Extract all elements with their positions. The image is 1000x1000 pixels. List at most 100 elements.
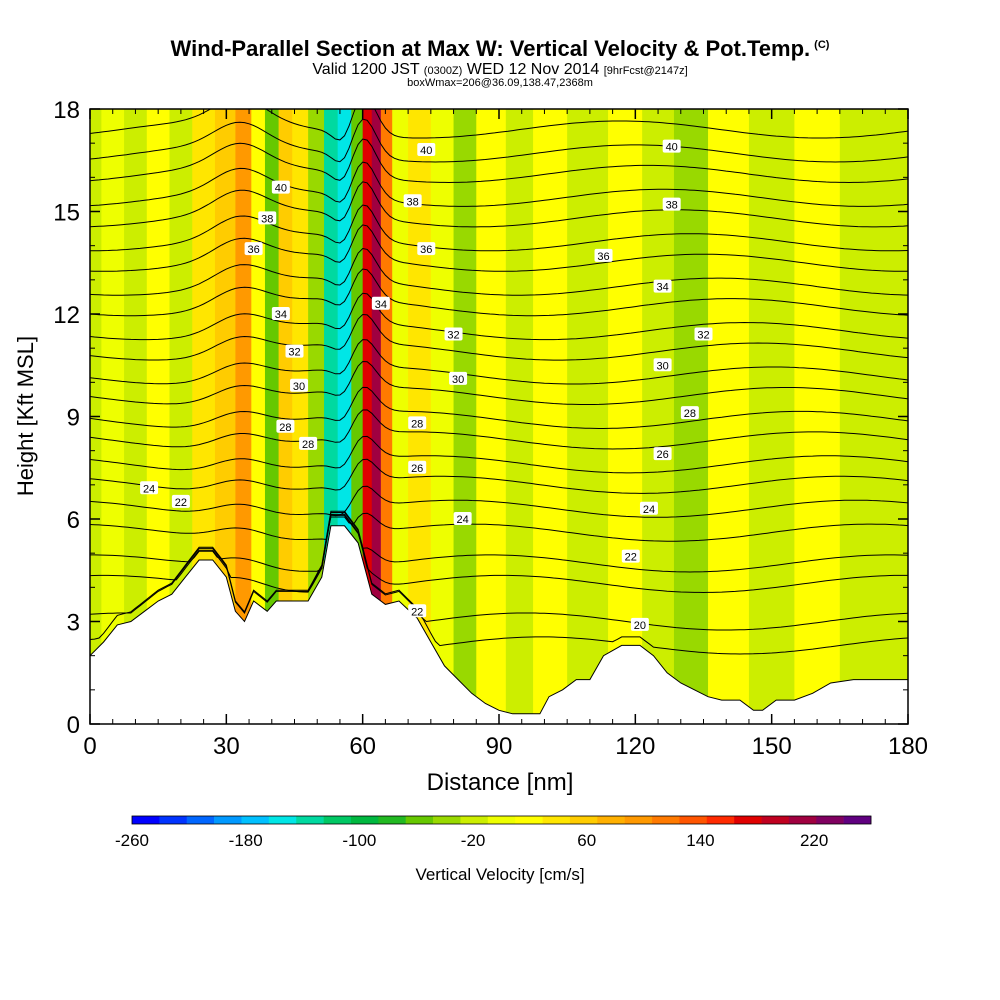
- colorbar-tick-label: -20: [461, 831, 486, 850]
- velocity-band: [567, 109, 609, 724]
- theta-contour: [90, 224, 908, 272]
- chart-title: Wind-Parallel Section at Max W: Vertical…: [0, 36, 1000, 62]
- contour-label: 30: [290, 378, 309, 393]
- velocity-band: [533, 109, 568, 724]
- theta-contour: [90, 313, 908, 361]
- colorbar: -260 -180 -100 -20 60 140 220: [115, 815, 872, 850]
- velocity-band: [124, 109, 148, 724]
- colorbar-swatch: [296, 816, 324, 824]
- colorbar-swatch: [761, 816, 790, 824]
- x-tick-label: 120: [615, 733, 655, 760]
- theta-contour: [90, 268, 908, 317]
- colorbar-swatch: [788, 816, 817, 824]
- contour-label-text: 30: [293, 381, 305, 393]
- contour-label-text: 26: [656, 449, 668, 461]
- contour-label: 40: [417, 143, 436, 157]
- contour-label: 40: [662, 139, 681, 154]
- contour-label: 22: [408, 604, 427, 618]
- velocity-band: [430, 109, 455, 724]
- colorbar-swatch: [843, 816, 872, 824]
- contour-label-text: 28: [411, 418, 423, 430]
- theta-contour: [90, 409, 908, 450]
- contour-label: 40: [271, 180, 290, 195]
- contour-label-text: 24: [643, 504, 655, 516]
- colorbar-swatch: [487, 816, 516, 824]
- velocity-band: [794, 109, 841, 724]
- contour-label-text: 34: [656, 282, 668, 294]
- contour-label-text: 24: [457, 514, 469, 526]
- colorbar-swatch: [597, 816, 625, 824]
- contour-label-text: 26: [411, 463, 423, 475]
- y-tick-label: 3: [67, 610, 80, 637]
- theta-contour: [90, 109, 908, 141]
- terrain-mask: [89, 525, 909, 725]
- contour-label: 20: [630, 617, 649, 632]
- contour-label-text: 30: [452, 374, 464, 386]
- colorbar-label: Vertical Velocity [cm/s]: [415, 865, 584, 884]
- contour-label: 24: [639, 501, 658, 516]
- contour-label-text: 32: [447, 330, 459, 342]
- velocity-band: [505, 109, 534, 724]
- contour-labels: 40 40 40 38 38 38 36 36 36 34 34 34 32 32 32 30 30 30 28 28…: [140, 139, 713, 632]
- contour-label: 38: [403, 194, 422, 208]
- contour-label-text: 40: [666, 142, 678, 154]
- contour-label: 38: [258, 211, 277, 225]
- theta-contour: [90, 247, 908, 296]
- contour-label: 32: [444, 327, 463, 342]
- colorbar-swatch: [460, 816, 489, 824]
- y-axis-label: Height [Kft MSL]: [13, 336, 38, 496]
- contour-label: 28: [408, 416, 427, 430]
- y-tick-label: 12: [53, 302, 80, 329]
- contour-label: 28: [299, 436, 318, 451]
- colorbar-swatch: [542, 816, 571, 824]
- contour-label-text: 40: [420, 145, 432, 157]
- contour-label: 28: [680, 406, 699, 420]
- colorbar-swatch: [214, 816, 242, 824]
- contour-label: 26: [408, 460, 427, 475]
- contour-label: 24: [453, 512, 472, 526]
- contour-label-text: 36: [420, 244, 432, 256]
- colorbar-swatch: [323, 816, 352, 824]
- contour-label: 30: [449, 371, 468, 386]
- contour-label: 28: [276, 419, 295, 434]
- colorbar-tick-label: 220: [800, 831, 828, 850]
- velocity-band: [235, 109, 252, 724]
- x-axis-label: Distance [nm]: [427, 769, 574, 796]
- contour-label-text: 22: [411, 606, 423, 618]
- contour-label-text: 40: [275, 183, 287, 195]
- forecast-info: [9hrFcst@2147z]: [603, 65, 688, 77]
- colorbar-tick-label: -180: [229, 831, 263, 850]
- theta-contour: [90, 513, 908, 594]
- velocity-band: [839, 109, 886, 724]
- theta-contour: [90, 510, 908, 655]
- theta-contour: [90, 204, 908, 252]
- colorbar-swatch: [569, 816, 598, 824]
- y-tick-label: 6: [67, 507, 80, 534]
- velocity-band: [748, 109, 795, 724]
- velocity-band: [362, 109, 373, 724]
- contour-label-text: 36: [597, 251, 609, 263]
- colorbar-swatch: [378, 816, 407, 824]
- colorbar-tick-label: 60: [577, 831, 596, 850]
- theta-contour: [90, 360, 908, 405]
- contour-label-text: 28: [684, 408, 696, 420]
- velocity-band: [101, 109, 125, 724]
- colorbar-swatch: [734, 816, 762, 824]
- contour-label-text: 34: [275, 309, 287, 321]
- valid-prefix: Valid 1200 JST: [312, 61, 420, 78]
- contour-label: 36: [417, 242, 436, 256]
- theta-contour: [90, 118, 908, 163]
- contour-label-text: 32: [697, 330, 709, 342]
- theta-contour: [90, 138, 908, 184]
- colorbar-swatch: [816, 816, 844, 824]
- contour-label-text: 22: [625, 552, 637, 564]
- theta-contour: [90, 435, 908, 474]
- theta-contour: [90, 485, 908, 518]
- theta-contour: [90, 512, 908, 631]
- theta-contour: [90, 514, 908, 573]
- velocity-band: [476, 109, 507, 724]
- y-tick-label: 9: [67, 405, 80, 432]
- contour-label-text: 38: [261, 213, 273, 225]
- velocity-band: [146, 109, 171, 724]
